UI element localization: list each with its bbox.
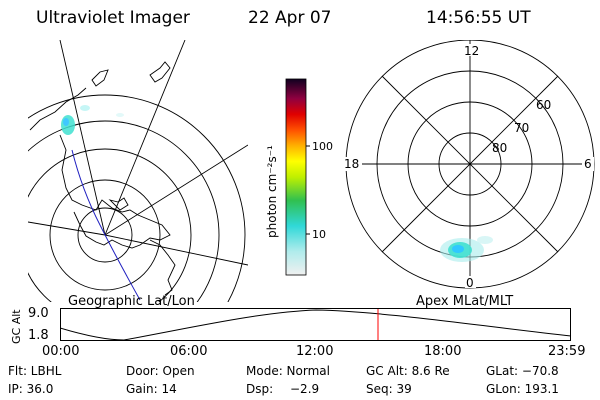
altitude-curve	[60, 309, 572, 341]
geographic-caption: Geographic Lat/Lon	[68, 294, 195, 309]
magnetic-caption: Apex MLat/MLT	[416, 294, 514, 309]
dsp-value: −2.9	[290, 382, 320, 396]
timeline-y-label: GC Alt	[10, 309, 23, 344]
mlat-label: 80	[492, 141, 507, 155]
longitude-line	[104, 40, 186, 236]
dsp-label: Dsp:	[246, 382, 274, 396]
timeline-y-tick: 1.8	[28, 328, 49, 343]
longitude-line	[104, 144, 248, 236]
timeline-y-tick: 9.0	[28, 306, 49, 321]
mlt-label-dusk: 18	[344, 157, 359, 171]
coastline	[91, 69, 109, 87]
mlt-meridian	[381, 75, 559, 253]
colorbar-gradient	[285, 78, 307, 276]
timeline-x-tick: 06:00	[170, 344, 208, 359]
gain-info: Gain: 14	[126, 382, 177, 396]
mode-info: Mode: Normal	[246, 364, 330, 378]
coastline	[149, 239, 176, 296]
filter-info: Flt: LBHL	[8, 364, 62, 378]
gc-alt-info: GC Alt: 8.6 Re	[366, 364, 450, 378]
aurora-emission	[440, 236, 493, 262]
altitude-timeline	[60, 308, 572, 341]
coastline	[149, 61, 171, 83]
longitude-line	[28, 221, 106, 236]
timeline-x-tick: 12:00	[296, 344, 334, 359]
glon-info: GLon: 193.1	[486, 382, 559, 396]
coastline	[29, 87, 171, 249]
ip-info: IP: 36.0	[8, 382, 54, 396]
latitude-circle	[28, 120, 220, 302]
magnetic-polar-plot: 12 18 6 0 60 70 80	[342, 40, 595, 290]
aurora-emission	[61, 105, 124, 135]
latitude-circle	[77, 207, 133, 263]
longitude-line	[59, 40, 106, 236]
longitude-line	[104, 234, 248, 266]
time-label: 14:56:55 UT	[426, 8, 531, 28]
glat-info: GLat: −70.8	[486, 364, 559, 378]
mlat-label: 60	[536, 98, 551, 112]
door-info: Door: Open	[126, 364, 195, 378]
timeline-x-tick: 23:59	[548, 344, 586, 359]
latitude-circle	[28, 148, 192, 302]
mlt-label-noon: 12	[464, 44, 479, 58]
orbit-track	[71, 149, 141, 301]
mlt-label-dawn: 6	[584, 157, 592, 171]
date-label: 22 Apr 07	[248, 8, 332, 28]
timeline-x-tick: 18:00	[424, 344, 462, 359]
mlat-label: 70	[514, 121, 529, 135]
seq-info: Seq: 39	[366, 382, 412, 396]
colorbar-unit-label: photon cm⁻²s⁻¹	[265, 145, 279, 238]
latitude-circle	[28, 94, 246, 302]
colorbar-tick: 10	[312, 228, 326, 241]
latitude-circle	[49, 179, 161, 291]
geographic-map	[28, 40, 248, 302]
mlt-label-midnight: 0	[466, 276, 474, 290]
imager-title: Ultraviolet Imager	[36, 8, 190, 28]
coastline	[108, 197, 129, 211]
colorbar-tick: 100	[312, 140, 333, 153]
colorbar: 100 10 photon cm⁻²s⁻¹	[265, 78, 333, 276]
timeline-x-tick: 00:00	[42, 344, 80, 359]
